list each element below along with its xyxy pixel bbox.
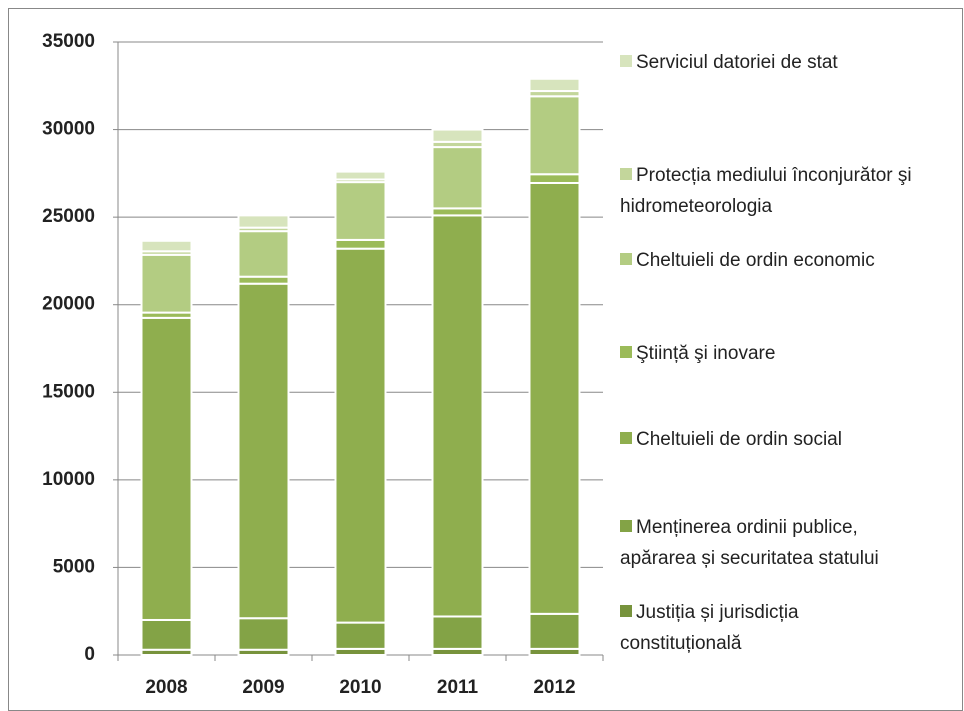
bar-segment (431, 128, 484, 143)
bar-segment (334, 621, 387, 650)
legend-swatch (620, 253, 632, 265)
legend-label: Serviciul datoriei de stat (636, 52, 838, 73)
bar-segment (334, 170, 387, 181)
bar-segment (237, 275, 290, 285)
legend-item: Cheltuieli de ordin social (620, 424, 920, 455)
bar-segment (528, 181, 581, 615)
legend-item: Menținerea ordinii publice, apărarea și … (620, 512, 920, 574)
y-tick-label: 25000 (42, 206, 95, 227)
legend-swatch (620, 346, 632, 358)
legend-item: Protecția mediului înconjurător şi hidro… (620, 160, 920, 222)
y-tick-label: 15000 (42, 381, 95, 402)
bar-segment (140, 618, 193, 651)
y-tick-label: 10000 (42, 469, 95, 490)
legend-label: Protecția mediului înconjurător şi hidro… (620, 165, 912, 217)
legend-label: Ştiință şi inovare (636, 343, 776, 364)
bar-segment (334, 181, 387, 241)
legend-swatch (620, 55, 632, 67)
bar-segment (431, 146, 484, 210)
bar-segment (528, 95, 581, 176)
bar-segment (140, 253, 193, 314)
legend-swatch (620, 168, 632, 180)
bar-segment (431, 615, 484, 650)
x-tick-label: 2009 (242, 677, 284, 698)
y-tick-label: 20000 (42, 294, 95, 315)
bar-segment (431, 214, 484, 618)
bar-segment (528, 77, 581, 93)
x-tick-label: 2008 (145, 677, 187, 698)
bar-segment (431, 207, 484, 217)
y-tick-label: 0 (84, 644, 95, 665)
bar-segment (528, 173, 581, 184)
bar-segment (140, 316, 193, 621)
legend-label: Menținerea ordinii publice, apărarea și … (620, 517, 879, 569)
y-tick-label: 35000 (42, 31, 95, 52)
legend-item: Ştiință şi inovare (620, 338, 920, 369)
bar-segment (528, 612, 581, 650)
legend-label: Cheltuieli de ordin economic (636, 250, 875, 271)
bar-segment (237, 617, 290, 651)
legend-label: Justiția și jurisdicția constituțională (620, 602, 799, 654)
bar-segment (237, 282, 290, 620)
bar-segment (140, 239, 193, 253)
x-tick-label: 2011 (437, 677, 479, 698)
x-tick-label: 2010 (339, 677, 381, 698)
legend-item: Cheltuieli de ordin economic (620, 245, 920, 276)
legend-swatch (620, 605, 632, 617)
x-tick-label: 2012 (533, 677, 575, 698)
y-tick-label: 5000 (53, 556, 95, 577)
legend-swatch (620, 432, 632, 444)
bar-segment (334, 247, 387, 624)
bar-segment (237, 214, 290, 229)
bar-segment (334, 238, 387, 250)
bar-segment (237, 230, 290, 278)
legend-item: Serviciul datoriei de stat (620, 47, 920, 78)
legend-label: Cheltuieli de ordin social (636, 429, 842, 450)
y-tick-label: 30000 (42, 119, 95, 140)
legend-item: Justiția și jurisdicția constituțională (620, 597, 920, 659)
legend-swatch (620, 520, 632, 532)
